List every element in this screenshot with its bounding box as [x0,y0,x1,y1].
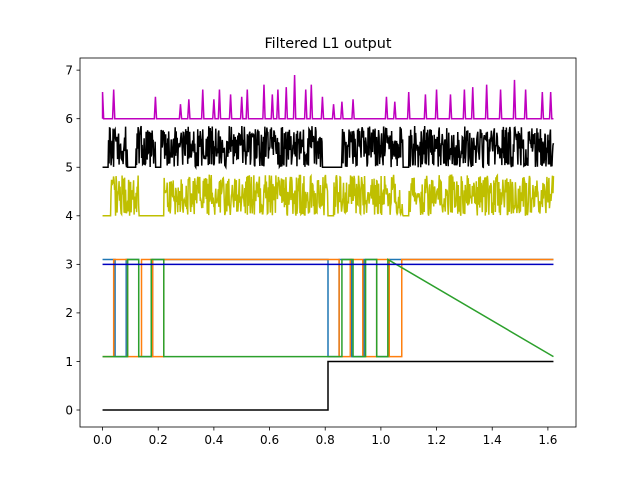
series-line-3 [102,258,554,358]
y-tick-label: 5 [65,161,73,175]
chart-title: Filtered L1 output [264,36,391,52]
x-tick-label: 0.0 [93,433,112,447]
y-tick-label: 7 [65,63,73,77]
x-tick-label: 1.0 [371,433,390,447]
y-tick-label: 1 [65,355,73,369]
x-tick-label: 0.8 [316,433,335,447]
y-tick-label: 6 [65,112,73,126]
plot-area-frame [79,57,577,428]
series-line-6 [102,125,555,170]
x-tick-label: 0.6 [260,433,279,447]
x-tick-label: 1.6 [538,433,557,447]
x-tick-label: 0.4 [204,433,223,447]
y-axis: 0 1 2 3 4 5 6 7 [65,63,80,417]
x-tick-label: 1.4 [483,433,502,447]
series-line-5 [102,173,555,217]
x-tick-label: 0.2 [149,433,168,447]
y-tick-label: 3 [65,258,73,272]
x-tick-label: 1.2 [427,433,446,447]
y-tick-label: 0 [65,403,73,417]
series-line-7 [101,74,554,120]
x-axis: 0.0 0.2 0.4 0.6 0.8 1.0 1.2 1.4 1.6 [93,427,557,447]
series-line-0 [102,360,554,411]
y-tick-label: 4 [65,209,73,223]
series-layer [101,74,555,411]
y-tick-label: 2 [65,306,73,320]
